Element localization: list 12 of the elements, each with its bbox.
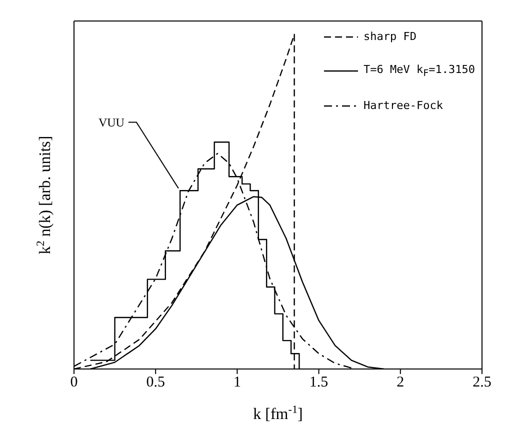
x-tick-label: 1.5 xyxy=(309,374,328,391)
callout-leader: VUU xyxy=(98,115,179,189)
legend-label: T=6 MeV k$_{F}$=1.3150 xyxy=(364,63,475,80)
legend-label: sharp FD xyxy=(364,30,416,43)
x-axis-title: k [fm$^{-1}$] xyxy=(253,404,303,423)
x-tick-label: 1 xyxy=(233,374,241,391)
x-tick-label: 0.5 xyxy=(146,374,165,391)
x-tick-label: 2 xyxy=(396,374,404,391)
x-tick-label: 2.5 xyxy=(472,374,492,391)
legend-label: Hartree-Fock xyxy=(364,99,443,112)
x-tick-label: 0 xyxy=(70,374,78,391)
annotation: VUU xyxy=(98,115,125,130)
